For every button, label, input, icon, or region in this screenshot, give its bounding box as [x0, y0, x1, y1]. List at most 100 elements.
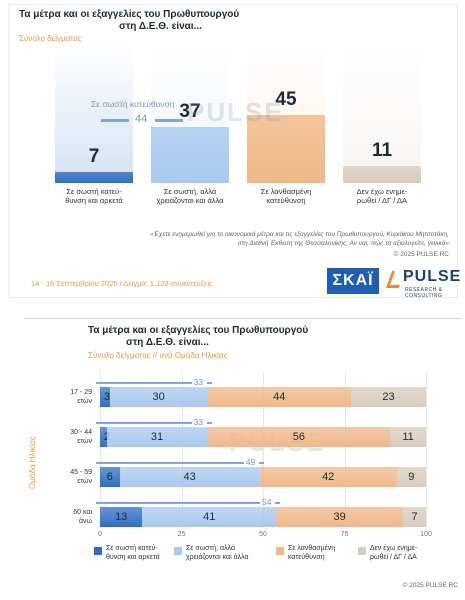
reference-line: [96, 422, 192, 424]
bar-value-label: 37: [179, 101, 201, 123]
watermark: PULSE: [187, 97, 284, 127]
category-label: Σε λανθασμένη κατεύθυνση: [260, 187, 312, 205]
bar: [343, 166, 421, 183]
age-chart-subtitle: Σύνολο δείγματος // ανά Ομάδα Ηλικίας: [88, 351, 228, 360]
segment-value-label: 23: [382, 391, 395, 403]
reference-value: 44: [135, 113, 148, 125]
legend-label: Σε λανθασμένη κατεύθυνση: [288, 545, 336, 561]
stacked-segment: [100, 507, 143, 527]
skai-logo: ΣΚΑΪ: [327, 268, 379, 294]
reference-line: [96, 462, 244, 464]
chart-subtitle: Σύνολο δείγματος: [19, 34, 82, 43]
segment-value-label: 31: [150, 431, 164, 443]
gridline: [181, 371, 183, 529]
x-tick-label: 50: [259, 531, 267, 538]
x-tick-label: 25: [177, 531, 186, 538]
legend-label: Δεν έχω ενημε-ρωθεί / ΔΓ / ΔΑ: [370, 545, 418, 561]
stacked-segment: [403, 507, 426, 527]
stacked-segment: [259, 467, 397, 487]
bar-value-label: 11: [371, 140, 393, 162]
chart-title-line2: στη Δ.Ε.Θ. είναι...: [119, 21, 202, 32]
question-note-line1: «Έχετε ενημερωθεί για τα οικονομικά μέτρ…: [150, 231, 449, 238]
segment-value-label: 41: [203, 511, 216, 523]
x-tick-label: 0: [98, 531, 102, 538]
stacked-segment: [109, 387, 208, 407]
segment-value-label: 56: [292, 431, 305, 443]
segment-value-label: 3: [103, 391, 111, 403]
segment-value-label: 39: [333, 511, 346, 523]
legend-swatch: [94, 547, 102, 555]
copyright: © 2025 PULSE RC: [393, 251, 449, 258]
category-label: Σε σωστή, αλλά χρειάζονται και άλλα: [156, 187, 224, 205]
gridline: [100, 371, 101, 529]
bar-value-label: 45: [275, 88, 297, 110]
overall-chart-panel: Τα μέτρα και οι εξαγγελίες του Πρωθυπουρ…: [8, 4, 462, 299]
reference-line: [275, 502, 281, 504]
segment-value-label: 6: [106, 471, 113, 483]
reference-line: [96, 502, 261, 504]
reference-total-label: 49: [245, 457, 256, 467]
fieldwork-date: 14 - 16 Σεπτεμβρίου 2025 / Δείγμα: 1.129…: [31, 279, 213, 288]
age-group-label: 45 - 59 ετών: [70, 469, 92, 485]
y-axis-title: Ομάδα Ηλικίας: [28, 436, 37, 489]
x-tick-label: 100: [420, 531, 432, 538]
reference-label: Σε σωστή κατεύθυνση: [91, 99, 175, 109]
reference-line: [258, 462, 264, 464]
reference-line: [206, 422, 212, 424]
stacked-segment: [396, 467, 426, 487]
legend-label: Σε σωστή, αλλά χρειάζονται και άλλα: [186, 545, 249, 561]
chart-title-line1: Τα μέτρα και οι εξαγγελίες του Πρωθυπουρ…: [19, 9, 240, 20]
reference-line: [206, 382, 212, 384]
bar: [151, 127, 229, 183]
stacked-segment: [142, 507, 277, 527]
bar-background: [55, 43, 133, 183]
bar: [247, 114, 325, 183]
gridline: [344, 371, 346, 529]
reference-line: [96, 382, 192, 384]
bar-background: [343, 43, 421, 183]
stacked-segment: [100, 387, 110, 407]
pulse-logo-subtitle: RESEARCH & CONSULTING: [405, 287, 443, 299]
category-label: Δεν έχω ενημε-ρωθεί / ΔΓ / ΔΑ: [356, 187, 408, 205]
segment-value-label: 42: [322, 471, 335, 483]
segment-value-label: 13: [115, 511, 128, 523]
age-group-chart-panel: Τα μέτρα και οι εξαγγελίες του Πρωθυπουρ…: [24, 318, 462, 596]
segment-value-label: 30: [152, 391, 165, 403]
age-chart-title-line2: στη Δ.Ε.Θ. είναι...: [126, 337, 209, 348]
segment-value-label: 43: [183, 471, 196, 483]
stacked-segment: [100, 467, 120, 487]
age-chart-title-line1: Τα μέτρα και οι εξαγγελίες του Πρωθυπουρ…: [88, 325, 309, 336]
stacked-segment: [100, 427, 107, 447]
reference-dash-left: [101, 119, 129, 122]
reference-total-label: 33: [193, 417, 204, 427]
category-label: Σε σωστή κατεύ-θυνση και αρκετά: [65, 187, 123, 205]
stacked-segment: [119, 467, 260, 487]
age-group-label: 17 - 29 ετών: [70, 389, 92, 405]
question-note-line2: στη Διεθνή Έκθεση της Θεσσαλονίκης; Αν ν…: [237, 240, 449, 247]
reference-total-label: 54: [262, 497, 272, 507]
gridline: [426, 371, 427, 529]
bar: [55, 172, 133, 183]
legend-swatch: [174, 547, 182, 555]
stacked-segment: [390, 427, 426, 447]
stacked-segment: [106, 427, 208, 447]
segment-value-label: 11: [402, 431, 414, 443]
stacked-segment: [351, 387, 426, 407]
stacked-segment: [207, 387, 352, 407]
pulse-logo: PULSE: [403, 268, 462, 285]
age-group-label: 30 - 44 ετών: [70, 429, 92, 445]
age-copyright: © 2025 PULSE RC: [402, 582, 458, 589]
stacked-segment: [276, 507, 404, 527]
legend-swatch: [358, 547, 366, 555]
x-tick-label: 75: [340, 531, 349, 538]
reference-total-label: 33: [193, 377, 204, 387]
segment-value-label: 7: [411, 511, 418, 523]
age-group-label: 60 και άνω: [73, 509, 92, 525]
legend-label: Σε σωστή κατεύ-θυνση και αρκετά: [106, 545, 160, 561]
segment-value-label: 44: [273, 391, 286, 403]
stacked-segment: [207, 427, 391, 447]
segment-value-label: 9: [408, 471, 415, 483]
reference-dash-right: [155, 119, 183, 122]
gridline: [263, 371, 264, 529]
bar-value-label: 7: [88, 146, 100, 168]
